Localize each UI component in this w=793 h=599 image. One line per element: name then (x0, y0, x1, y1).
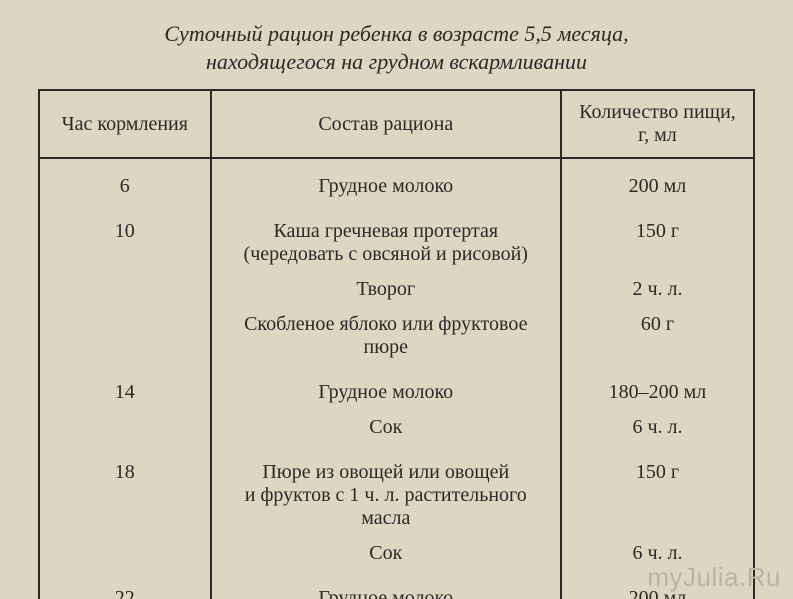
cell-hour: 14 (39, 375, 211, 410)
cell-composition: Грудное молоко (211, 169, 561, 204)
cell-composition: Сок (211, 536, 561, 571)
ration-table: Час кормления Состав рациона Количество … (38, 89, 755, 599)
cell-amount: 150 г (561, 214, 754, 272)
cell-composition: Сок (211, 410, 561, 445)
item-name-line2: (чередовать с овсяной и рисовой) (244, 243, 528, 265)
table-row-spacer (39, 158, 754, 169)
table-body: 6 Грудное молоко 200 мл 10 Каша гречнева… (39, 158, 754, 599)
item-name: Каша гречневая протертая (273, 220, 498, 242)
table-row: 18 Пюре из овощей или овощей и фруктов с… (39, 455, 754, 536)
item-name: Скобленое яблоко или фруктовое (244, 313, 527, 335)
document-page: Суточный рацион ребенка в возрасте 5,5 м… (0, 0, 793, 599)
table-row: 14 Грудное молоко 180–200 мл (39, 375, 754, 410)
cell-amount: 6 ч. л. (561, 410, 754, 445)
cell-composition: Пюре из овощей или овощей и фруктов с 1 … (211, 455, 561, 536)
item-name: Пюре из овощей или овощей (262, 461, 509, 483)
item-name-line2: пюре (364, 336, 409, 358)
cell-composition: Грудное молоко (211, 581, 561, 599)
watermark-my: my (647, 562, 683, 592)
table-row: 10 Каша гречневая протертая (чередовать … (39, 214, 754, 272)
watermark-dot: . (739, 562, 747, 592)
table-row: Сок 6 ч. л. (39, 410, 754, 445)
cell-composition: Творог (211, 272, 561, 307)
col-amount: Количество пищи, г, мл (561, 90, 754, 158)
cell-composition: Скобленое яблоко или фруктовое пюре (211, 307, 561, 365)
item-name-line3: масла (361, 507, 410, 529)
cell-composition: Грудное молоко (211, 375, 561, 410)
cell-hour: 18 (39, 455, 211, 536)
item-name-line2: и фруктов с 1 ч. л. растительного (245, 484, 527, 506)
watermark-julia: Julia (683, 562, 739, 592)
cell-amount: 200 мл (561, 169, 754, 204)
cell-amount: 180–200 мл (561, 375, 754, 410)
table-row: 6 Грудное молоко 200 мл (39, 169, 754, 204)
watermark: myJulia.Ru (647, 562, 781, 593)
title-line-1: Суточный рацион ребенка в возрасте 5,5 м… (164, 21, 628, 46)
col-amount-line1: Количество пищи, (579, 101, 736, 123)
page-title: Суточный рацион ребенка в возрасте 5,5 м… (38, 20, 755, 75)
cell-composition: Каша гречневая протертая (чередовать с о… (211, 214, 561, 272)
watermark-ru: Ru (747, 562, 781, 592)
table-row: Творог 2 ч. л. (39, 272, 754, 307)
cell-amount: 2 ч. л. (561, 272, 754, 307)
table-row-spacer (39, 365, 754, 375)
col-hour: Час кормления (39, 90, 211, 158)
table-row: Скобленое яблоко или фруктовое пюре 60 г (39, 307, 754, 365)
cell-hour: 6 (39, 169, 211, 204)
cell-hour: 10 (39, 214, 211, 272)
title-line-2: находящегося на грудном вскармливании (206, 49, 587, 74)
table-header-row: Час кормления Состав рациона Количество … (39, 90, 754, 158)
cell-amount: 150 г (561, 455, 754, 536)
table-row-spacer (39, 204, 754, 214)
cell-amount: 60 г (561, 307, 754, 365)
table-row-spacer (39, 445, 754, 455)
col-amount-line2: г, мл (638, 124, 677, 146)
cell-hour: 22 (39, 581, 211, 599)
col-composition: Состав рациона (211, 90, 561, 158)
